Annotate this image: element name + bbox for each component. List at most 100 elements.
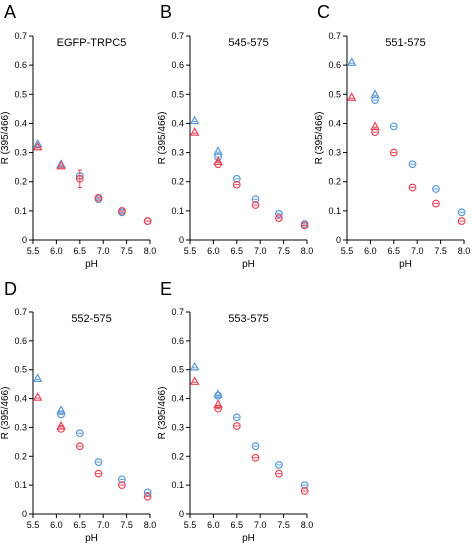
y-axis-label: R (395/466) — [157, 387, 168, 440]
y-tick-label: 0.5 — [171, 365, 184, 375]
data-point-triangle — [189, 376, 200, 385]
y-tick-label: 0 — [336, 235, 341, 245]
x-axis-label: pH — [85, 533, 98, 544]
data-point-triangle — [32, 138, 43, 148]
series-1 — [32, 138, 152, 225]
data-point-circle — [118, 481, 126, 490]
x-tick-label: 5.5 — [184, 246, 197, 256]
data-point-circle — [143, 488, 152, 497]
series-2 — [32, 141, 152, 225]
data-point-circle — [457, 217, 466, 225]
panel-b: B 545-575 0 0.1 0.2 0.3 0.4 0.5 0.6 0.7 5.5 6.0 6.5 7… — [157, 2, 313, 270]
series-2 — [32, 392, 152, 501]
y-tick-label: 0.2 — [14, 177, 27, 187]
y-axis-label: R (395/466) — [0, 112, 11, 165]
y-tick-label: 0.3 — [171, 422, 184, 432]
x-tick-label: 5.5 — [341, 246, 354, 256]
y-tick-label: 0.2 — [171, 177, 184, 187]
y-tick-label: 0.7 — [171, 31, 184, 41]
panel-title: 552-575 — [71, 313, 111, 325]
data-point-triangle — [32, 392, 43, 401]
data-point-circle — [118, 206, 126, 215]
y-tick-label: 0.5 — [14, 365, 27, 375]
panel-e: E 553-575 0 0.1 0.2 0.3 0.4 0.5 0.6 0.7 5.5 6.0 6.5 7… — [157, 279, 313, 544]
data-point-circle — [251, 453, 260, 462]
x-tick-label: 5.5 — [27, 246, 40, 256]
data-point-circle — [143, 217, 152, 225]
x-tick-label: 6.0 — [364, 246, 377, 256]
x-tick-label: 6.0 — [207, 520, 220, 530]
y-tick-label: 0.1 — [171, 206, 184, 216]
y-tick-label: 0.1 — [171, 480, 184, 490]
data-point-circle — [300, 221, 309, 230]
y-tick-label: 0.4 — [14, 118, 27, 128]
x-axis-label: pH — [85, 259, 98, 270]
y-tick-label: 0.5 — [328, 89, 341, 99]
y-tick-label: 0 — [179, 235, 184, 245]
y-axis-label: R (395/466) — [0, 387, 11, 440]
x-tick-label: 6.5 — [74, 246, 87, 256]
data-point-circle — [275, 461, 283, 469]
data-point-circle — [75, 442, 84, 451]
data-point-circle — [143, 492, 152, 501]
y-tick-label: 0.7 — [328, 31, 341, 41]
y-tick-label: 0.1 — [14, 480, 27, 490]
data-point-circle — [408, 183, 417, 192]
data-point-circle — [94, 458, 103, 466]
y-tick-label: 0.4 — [171, 118, 184, 128]
x-tick-label: 7.0 — [411, 246, 424, 256]
y-tick-label: 0.5 — [171, 89, 184, 99]
panel-letter: B — [160, 2, 172, 22]
y-axis-label: R (395/466) — [314, 112, 325, 165]
panel-title: 553-575 — [228, 313, 268, 325]
x-tick-label: 7.5 — [277, 246, 290, 256]
x-tick-label: 7.5 — [277, 520, 290, 530]
data-point-triangle — [32, 141, 43, 151]
panel-letter: C — [317, 2, 330, 22]
data-point-circle — [275, 209, 283, 218]
x-tick-label: 6.5 — [231, 246, 244, 256]
data-point-circle — [57, 424, 65, 433]
y-tick-label: 0.2 — [171, 451, 184, 461]
y-tick-label: 0.4 — [328, 118, 341, 128]
y-tick-label: 0 — [22, 509, 27, 519]
panel-title: 551-575 — [385, 37, 425, 49]
y-tick-label: 0 — [179, 509, 184, 519]
y-tick-label: 0.6 — [171, 60, 184, 70]
data-point-circle — [75, 174, 84, 183]
x-tick-label: 8.0 — [144, 520, 157, 530]
data-point-circle — [432, 199, 440, 208]
panel-letter: A — [4, 2, 16, 22]
x-tick-label: 6.5 — [231, 520, 244, 530]
data-point-triangle — [213, 399, 223, 408]
series-2 — [189, 127, 309, 230]
x-tick-label: 7.5 — [120, 520, 133, 530]
data-point-triangle — [189, 115, 200, 125]
data-point-circle — [94, 469, 103, 478]
data-point-circle — [118, 475, 126, 484]
x-tick-label: 8.0 — [301, 246, 314, 256]
y-tick-label: 0.7 — [14, 307, 27, 317]
panel-title: 545-575 — [228, 37, 268, 49]
y-tick-label: 0.6 — [14, 336, 27, 346]
data-point-circle — [432, 185, 440, 193]
panel-letter: D — [4, 279, 17, 299]
y-tick-label: 0.4 — [14, 394, 27, 404]
x-tick-label: 6.5 — [388, 246, 401, 256]
x-axis-label: pH — [242, 259, 255, 270]
y-tick-label: 0.7 — [14, 31, 27, 41]
y-tick-label: 0.7 — [171, 307, 184, 317]
x-tick-label: 6.0 — [50, 246, 63, 256]
x-tick-label: 8.0 — [458, 246, 471, 256]
x-tick-label: 5.5 — [184, 520, 197, 530]
y-tick-label: 0.6 — [171, 336, 184, 346]
series-1 — [189, 115, 309, 228]
data-point-triangle — [189, 127, 200, 136]
data-point-triangle — [32, 373, 43, 383]
y-tick-label: 0.3 — [171, 148, 184, 158]
x-tick-label: 5.5 — [27, 520, 40, 530]
y-tick-label: 0 — [22, 235, 27, 245]
data-point-circle — [232, 180, 241, 189]
y-tick-label: 0.3 — [14, 148, 27, 158]
y-tick-label: 0.6 — [14, 60, 27, 70]
